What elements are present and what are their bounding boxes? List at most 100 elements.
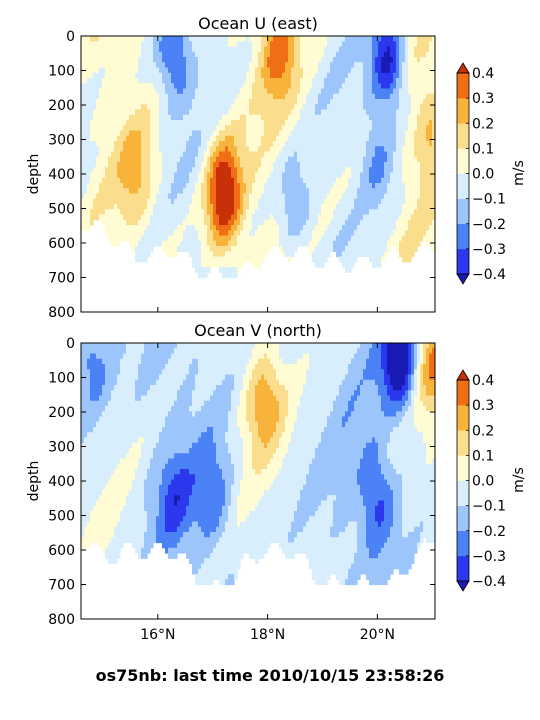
contour-cell — [231, 62, 235, 69]
contour-cell — [291, 57, 295, 63]
contour-cell — [93, 36, 97, 42]
contour-cell — [195, 204, 199, 210]
contour-cell — [396, 240, 400, 247]
contour-cell — [249, 183, 253, 189]
contour-cell — [282, 219, 286, 226]
contour-cell — [141, 67, 145, 74]
contour-cell — [417, 225, 421, 231]
contour-cell — [225, 120, 229, 126]
contour-cell — [249, 125, 253, 132]
contour-cell — [285, 214, 289, 221]
contour-cell — [312, 240, 316, 247]
contour-cell — [210, 235, 214, 242]
contour-cell — [204, 125, 208, 132]
contour-cell — [369, 162, 373, 168]
contour-cell — [186, 57, 190, 63]
contour-cell — [168, 104, 172, 111]
contour-cell — [294, 135, 298, 142]
contour-cell — [183, 141, 187, 147]
contour-cell — [240, 36, 244, 42]
contour-cell — [222, 162, 226, 168]
contour-cell — [402, 177, 406, 184]
contour-cell — [261, 188, 265, 195]
contour-cell — [114, 104, 118, 111]
contour-cell — [81, 46, 85, 53]
contour-cell — [276, 240, 280, 247]
contour-cell — [189, 162, 193, 168]
contour-cell — [210, 78, 214, 84]
contour-cell — [240, 225, 244, 231]
contour-cell — [357, 246, 361, 252]
contour-cell — [375, 146, 379, 153]
contour-cell — [285, 125, 289, 132]
contour-cell — [375, 225, 379, 231]
contour-cell — [432, 88, 435, 95]
contour-cell — [213, 204, 217, 210]
contour-cell — [291, 177, 295, 184]
contour-cell — [363, 198, 367, 205]
contour-cell — [138, 225, 142, 231]
contour-cell — [138, 125, 142, 132]
contour-cell — [369, 99, 373, 105]
contour-cell — [354, 88, 358, 95]
contour-cell — [300, 167, 304, 174]
contour-cell — [153, 225, 157, 231]
contour-cell — [225, 209, 229, 216]
contour-cell — [168, 114, 172, 121]
contour-cell — [195, 93, 199, 100]
contour-cell — [336, 130, 340, 137]
contour-cell — [171, 251, 175, 258]
contour-cell — [177, 172, 181, 179]
contour-cell — [87, 172, 91, 179]
contour-cell — [102, 156, 106, 163]
contour-cell — [378, 235, 382, 242]
contour-cell — [120, 120, 124, 126]
contour-cell — [234, 135, 238, 142]
contour-cell — [240, 198, 244, 205]
contour-cell — [177, 41, 181, 48]
contour-cell — [288, 141, 292, 147]
contour-cell — [372, 125, 376, 132]
contour-cell — [81, 146, 85, 153]
contour-cell — [126, 151, 130, 158]
contour-cell — [84, 172, 88, 179]
contour-cell — [279, 62, 283, 69]
contour-cell — [270, 36, 274, 42]
contour-cell — [102, 198, 106, 205]
contour-cell — [327, 114, 331, 121]
contour-cell — [219, 251, 223, 258]
contour-cell — [153, 198, 157, 205]
contour-cell — [237, 162, 241, 168]
contour-cell — [306, 214, 310, 221]
contour-cell — [420, 219, 424, 226]
contour-cell — [252, 261, 256, 268]
contour-cell — [219, 130, 223, 137]
contour-cell — [231, 214, 235, 221]
contour-cell — [171, 46, 175, 53]
contour-cell — [126, 135, 130, 142]
contour-cell — [384, 36, 388, 42]
contour-cell — [309, 88, 313, 95]
contour-cell — [336, 214, 340, 221]
contour-cell — [138, 156, 142, 163]
contour-cell — [294, 214, 298, 221]
contour-cell — [153, 41, 157, 48]
contour-cell — [282, 240, 286, 247]
contour-cell — [225, 62, 229, 69]
contour-cell — [306, 219, 310, 226]
contour-cell — [423, 109, 427, 116]
contour-cell — [249, 251, 253, 258]
contour-cell — [324, 51, 328, 58]
contour-cell — [348, 78, 352, 84]
contour-cell — [129, 193, 133, 200]
contour-cell — [324, 209, 328, 216]
contour-cell — [240, 67, 244, 74]
contour-cell — [183, 93, 187, 100]
contour-cell — [144, 225, 148, 231]
contour-cell — [429, 93, 433, 100]
contour-cell — [282, 109, 286, 116]
contour-cell — [318, 99, 322, 105]
contour-cell — [168, 109, 172, 116]
contour-cell — [357, 214, 361, 221]
contour-cell — [276, 120, 280, 126]
